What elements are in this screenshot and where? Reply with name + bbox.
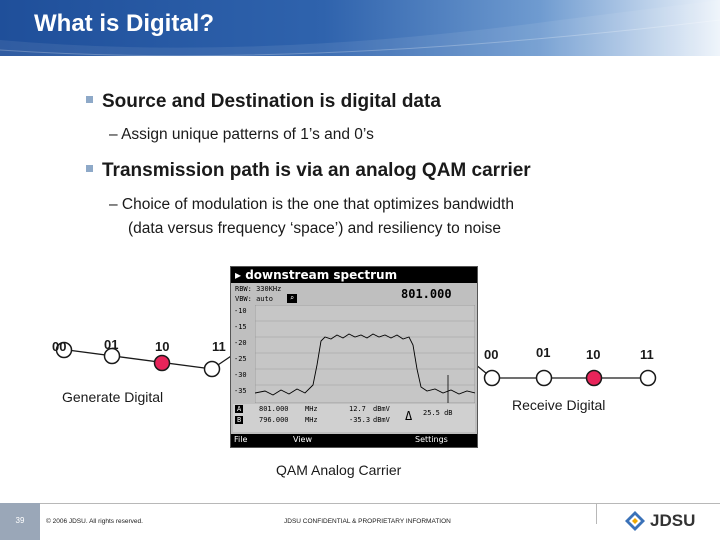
node-00-left [55,341,73,359]
frequency-readout: 801.000 [401,287,452,301]
generate-bit-11: 11 [212,339,226,354]
marker-a-level-unit: dBmV [373,405,390,413]
node-10-right-active [585,369,603,387]
receive-bit-11: 11 [640,347,654,362]
node-11-left [203,360,221,378]
receive-bit-00: 00 [484,347,499,362]
receive-digital-label: Receive Digital [512,397,606,413]
generate-bit-10: 10 [155,339,170,354]
softkey-settings[interactable]: Settings [415,435,448,444]
play-icon: ▸ [235,268,242,282]
marker-table: A 801.000 MHz 12.7 dBmV B 796.000 MHz -3… [233,404,475,432]
footer-separator [596,504,597,524]
analyzer-title: downstream spectrum [245,268,398,282]
marker-b-id[interactable]: B [235,416,244,424]
scale-label: -25 [234,355,247,363]
spectrum-plot [255,305,475,403]
marker-b-freq: 796.000 [259,416,289,424]
marker-b-level-unit: dBmV [373,416,390,424]
node-00-right [483,369,501,387]
softkey-view[interactable]: View [293,435,312,444]
node-01-left [103,347,121,365]
scale-label: -35 [234,387,247,395]
generate-bit-00: 00 [52,339,67,354]
scale-label: -15 [234,323,247,331]
page-number: 39 [15,516,25,525]
generate-digital-label: Generate Digital [62,389,164,405]
marker-a-unit: MHz [305,405,318,413]
rbw-readout: RBW: 330KHz [235,285,282,293]
spectrum-trace [255,333,475,396]
node-10-left-active [153,354,171,372]
bullet-2-text: Transmission path is via an analog QAM c… [102,160,531,181]
bullet-2: Transmission path is via an analog QAM c… [86,160,531,182]
softkey-bar: File View Settings [231,434,477,447]
footer-copyright: © 2006 JDSU. All rights reserved. [46,518,143,525]
node-01-right [535,369,553,387]
softkey-file[interactable]: File [234,435,248,444]
marker-a-level: 12.7 [349,405,366,413]
spectrum-analyzer-screen: ▸ downstream spectrum RBW: 330KHz VBW: a… [230,266,478,448]
footer-confidential: JDSU CONFIDENTIAL & PROPRIETARY INFORMAT… [284,518,451,525]
node-11-right [639,369,657,387]
delta-readout: 25.5 dB [423,409,453,417]
vbw-readout: VBW: auto [235,295,273,303]
scale-label: -30 [234,371,247,379]
scale-label: -20 [234,339,247,347]
title-bar [0,0,720,56]
qam-carrier-label: QAM Analog Carrier [276,462,402,478]
bullet-1-sub-1: – Assign unique patterns of 1’s and 0’s [109,126,374,143]
marker-b-level: -35.3 [349,416,371,424]
scale-label: -10 [234,307,247,315]
receive-bit-01: 01 [536,345,551,360]
search-icon[interactable]: ⌕ [287,294,297,303]
marker-a-freq: 801.000 [259,405,289,413]
bullet-2-sub-1: – Choice of modulation is the one that o… [109,196,514,213]
bullet-1: Source and Destination is digital data [86,91,441,113]
slide-title: What is Digital? [34,10,214,37]
receive-nodes [483,369,657,387]
generate-bit-01: 01 [104,337,119,352]
delta-icon: Δ [405,409,413,423]
receive-bit-10: 10 [586,347,601,362]
analyzer-title-bar: ▸ downstream spectrum [231,267,477,283]
jdsu-logo: JDSU [624,508,714,534]
generate-wire [59,348,213,370]
marker-b-unit: MHz [305,416,318,424]
jdsu-logo-text: JDSU [650,511,696,530]
page-number-box [0,503,40,540]
title-swoosh [0,0,720,56]
bullet-square-icon [86,96,93,104]
bullet-1-text: Source and Destination is digital data [102,91,441,112]
marker-a-id[interactable]: A [235,405,244,413]
bullet-2-sub-2: (data versus frequency ‘space’) and resi… [128,220,502,237]
jdsu-logo-icon [625,511,645,531]
scale-axis: -10 -15 -20 -25 -30 -35 [232,305,256,395]
footer-divider [0,503,720,504]
bullet-square-icon [86,165,93,173]
